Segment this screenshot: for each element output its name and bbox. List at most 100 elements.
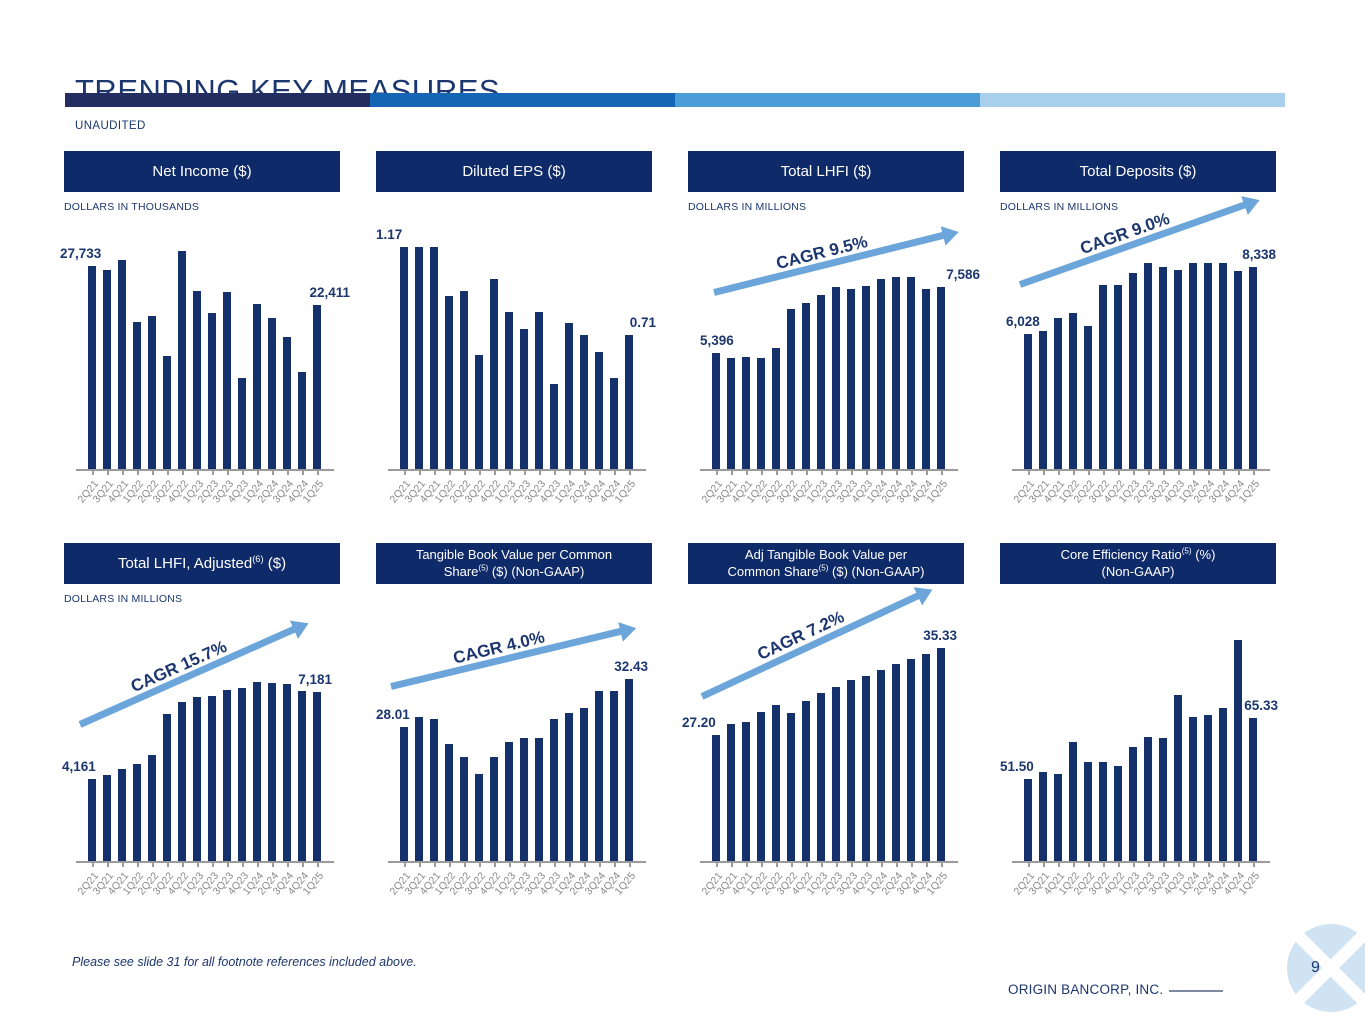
- bar-2Q22: [148, 755, 156, 862]
- origin-bancorp-logo: 9: [1287, 924, 1365, 1012]
- bar-1Q25: [625, 679, 633, 862]
- bar-4Q21: [1054, 774, 1062, 862]
- first-value-label: 1.17: [376, 227, 403, 242]
- chart-title: Total Deposits ($): [1000, 151, 1276, 192]
- bar-1Q22: [757, 712, 765, 862]
- bar-1Q25: [937, 287, 945, 470]
- accent-bar-segment: [675, 93, 980, 107]
- axis-tick: [107, 470, 109, 475]
- axis-tick: [137, 862, 139, 867]
- axis-tick: [716, 862, 718, 867]
- axis-tick: [539, 862, 541, 867]
- axis-tick: [92, 470, 94, 475]
- axis-tick: [1178, 470, 1180, 475]
- chart-title-line: Tangible Book Value per Common: [415, 546, 613, 562]
- bar-2Q23: [520, 738, 528, 862]
- axis-tick: [911, 470, 913, 475]
- axis-tick: [896, 470, 898, 475]
- axis-tick: [1118, 470, 1120, 475]
- axis-tick: [881, 470, 883, 475]
- axis-tick: [1163, 862, 1165, 867]
- x-axis-labels: 2Q21 3Q21 4Q21 1Q22 2Q22 3Q22 4Q22 1Q23 2Q23 3Q23…: [1000, 470, 1276, 530]
- chart-plot: 6,028 8,338 CAGR 9.0%: [1000, 189, 1276, 471]
- chart-title-line: Common Share(5) ($) (Non-GAAP): [727, 563, 925, 579]
- bar-2Q22: [460, 291, 468, 470]
- axis-tick: [629, 470, 631, 475]
- axis-tick: [776, 862, 778, 867]
- bar-4Q21: [742, 722, 750, 862]
- axis-tick: [227, 862, 229, 867]
- axis-tick: [287, 862, 289, 867]
- bar-3Q23: [1159, 267, 1167, 470]
- chart-title: Total LHFI ($): [688, 151, 964, 192]
- bar-3Q22: [475, 355, 483, 470]
- bar-1Q25: [313, 692, 321, 862]
- axis-tick: [791, 470, 793, 475]
- first-value-label: 27,733: [60, 246, 102, 261]
- axis-tick: [599, 862, 601, 867]
- axis-tick: [911, 862, 913, 867]
- blank-underline: [1169, 990, 1224, 992]
- axis-tick: [257, 862, 259, 867]
- chart-title-line: Total LHFI, Adjusted(6) ($): [117, 553, 287, 572]
- axis-tick: [629, 862, 631, 867]
- axis-tick: [197, 862, 199, 867]
- bar-1Q24: [565, 713, 573, 862]
- axis-tick: [761, 470, 763, 475]
- axis-tick: [569, 862, 571, 867]
- axis-tick: [1208, 862, 1210, 867]
- chart-row-top: Net Income ($) DOLLARS IN THOUSANDS 27,7…: [60, 151, 1276, 530]
- axis-tick: [434, 862, 436, 867]
- chart-plot: 27,733 22,411: [60, 220, 350, 471]
- axis-tick: [464, 470, 466, 475]
- axis-tick: [1043, 470, 1045, 475]
- bar-4Q21: [430, 247, 438, 470]
- axis-tick: [866, 470, 868, 475]
- bar-1Q25: [937, 648, 945, 862]
- axis-tick: [1088, 862, 1090, 867]
- axis-tick: [167, 470, 169, 475]
- chart-total-lhfi-adjusted: Total LHFI, Adjusted(6) ($) DOLLARS IN M…: [62, 543, 340, 922]
- accent-bar-segment: [370, 93, 675, 107]
- axis-tick: [1238, 470, 1240, 475]
- unaudited-label: UNAUDITED: [75, 120, 146, 132]
- chart-units-label: DOLLARS IN MILLIONS: [688, 201, 807, 213]
- chart-title: Diluted EPS ($): [376, 151, 652, 192]
- last-value-label: 0.71: [629, 315, 656, 330]
- axis-tick: [287, 470, 289, 475]
- bar-3Q22: [163, 714, 171, 862]
- bar-2Q23: [832, 687, 840, 862]
- bar-1Q23: [817, 295, 825, 470]
- cagr-arrowhead-icon: [289, 613, 313, 638]
- bar-1Q23: [1129, 747, 1137, 862]
- bar-4Q22: [802, 701, 810, 862]
- last-value-label: 32.43: [614, 659, 648, 674]
- axis-tick: [449, 470, 451, 475]
- bar-4Q22: [1114, 766, 1122, 862]
- bar-3Q23: [535, 312, 543, 470]
- bar-4Q22: [178, 251, 186, 470]
- axis-tick: [1028, 470, 1030, 475]
- axis-tick: [614, 862, 616, 867]
- accent-gradient-bar: [65, 93, 1285, 107]
- bar-4Q22: [802, 303, 810, 470]
- axis-tick: [599, 470, 601, 475]
- axis-tick: [866, 862, 868, 867]
- first-value-label: 6,028: [1006, 314, 1040, 329]
- bar-4Q23: [1174, 695, 1182, 862]
- bar-1Q24: [1189, 263, 1197, 470]
- axis-tick: [509, 862, 511, 867]
- bar-2Q24: [268, 318, 276, 470]
- axis-tick: [1073, 862, 1075, 867]
- bar-2Q23: [208, 313, 216, 470]
- bar-1Q23: [817, 693, 825, 862]
- company-name-text: ORIGIN BANCORP, INC.: [1008, 982, 1164, 997]
- chart-units-label: DOLLARS IN MILLIONS: [1000, 201, 1119, 213]
- bar-3Q24: [595, 352, 603, 470]
- first-value-label: 27.20: [682, 715, 716, 730]
- bar-2Q23: [1144, 737, 1152, 862]
- chart-total-deposits: Total Deposits ($) DOLLARS IN MILLIONS 6…: [1000, 151, 1276, 530]
- axis-tick: [494, 862, 496, 867]
- axis-tick: [479, 470, 481, 475]
- axis-tick: [92, 862, 94, 867]
